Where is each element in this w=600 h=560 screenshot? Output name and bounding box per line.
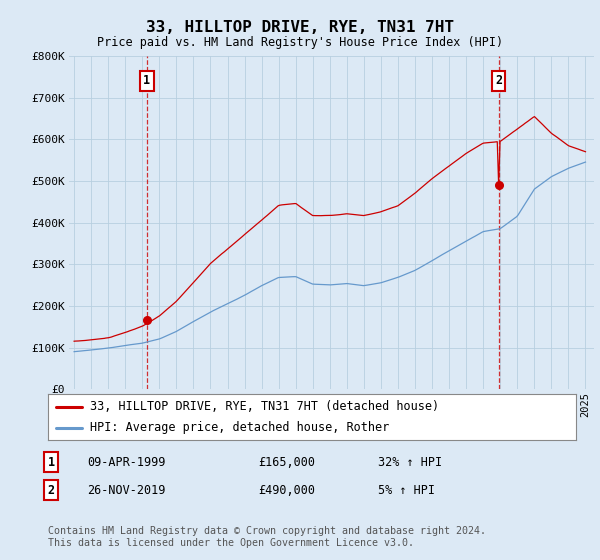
Text: 2: 2 bbox=[47, 483, 55, 497]
Text: 26-NOV-2019: 26-NOV-2019 bbox=[87, 483, 166, 497]
Text: 33, HILLTOP DRIVE, RYE, TN31 7HT: 33, HILLTOP DRIVE, RYE, TN31 7HT bbox=[146, 20, 454, 35]
Text: 33, HILLTOP DRIVE, RYE, TN31 7HT (detached house): 33, HILLTOP DRIVE, RYE, TN31 7HT (detach… bbox=[90, 400, 439, 413]
Text: 5% ↑ HPI: 5% ↑ HPI bbox=[378, 483, 435, 497]
Text: 32% ↑ HPI: 32% ↑ HPI bbox=[378, 455, 442, 469]
Text: HPI: Average price, detached house, Rother: HPI: Average price, detached house, Roth… bbox=[90, 421, 389, 434]
Text: 1: 1 bbox=[47, 455, 55, 469]
Text: Price paid vs. HM Land Registry's House Price Index (HPI): Price paid vs. HM Land Registry's House … bbox=[97, 36, 503, 49]
Text: Contains HM Land Registry data © Crown copyright and database right 2024.
This d: Contains HM Land Registry data © Crown c… bbox=[48, 526, 486, 548]
Text: 1: 1 bbox=[143, 74, 151, 87]
Text: £490,000: £490,000 bbox=[258, 483, 315, 497]
Text: 2: 2 bbox=[495, 74, 502, 87]
Text: 09-APR-1999: 09-APR-1999 bbox=[87, 455, 166, 469]
Text: £165,000: £165,000 bbox=[258, 455, 315, 469]
